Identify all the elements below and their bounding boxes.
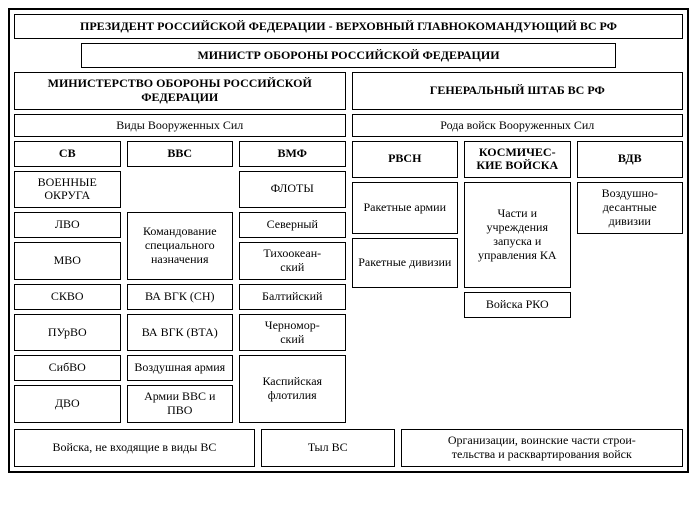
subheader-left: Виды Вооруженных Сил — [14, 114, 346, 137]
vvs-vgk-vta: ВА ВГК (ВТА) — [127, 314, 234, 352]
sv-purvo: ПУрВО — [14, 314, 121, 352]
rvsn-armii: Ракетные армии — [352, 182, 459, 233]
vmf-floty: ФЛОТЫ — [239, 171, 346, 209]
rvsn-div: Ракетные дивизии — [352, 238, 459, 288]
subheader-right: Рода войск Вооруженных Сил — [352, 114, 684, 137]
header-mod: МИНИСТЕРСТВО ОБОРОНЫ РОССИЙСКОЙ ФЕДЕРАЦИ… — [14, 72, 346, 110]
org-chart-frame: ПРЕЗИДЕНТ РОССИЙСКОЙ ФЕДЕРАЦИИ - ВЕРХОВН… — [8, 8, 689, 473]
vvs-ksn: Командование специального назначения — [127, 212, 234, 280]
left-block: СВ ВВС ВМФ ВОЕННЫЕ ОКРУГА ФЛОТЫ ЛВО Кома… — [14, 141, 346, 423]
col-head-vdv: ВДВ — [577, 141, 684, 179]
header-genstaff: ГЕНЕРАЛЬНЫЙ ШТАБ ВС РФ — [352, 72, 684, 110]
vvs-va: Воздушная армия — [127, 355, 234, 381]
sv-okruga: ВОЕННЫЕ ОКРУГА — [14, 171, 121, 209]
vvs-vgk-sn: ВА ВГК (СН) — [127, 284, 234, 310]
kv-rko: Войска РКО — [464, 292, 571, 318]
title-minister: МИНИСТР ОБОРОНЫ РОССИЙСКОЙ ФЕДЕРАЦИИ — [81, 43, 616, 68]
col-head-vvs: ВВС — [127, 141, 234, 167]
vmf-tih: Тихоокеан- ский — [239, 242, 346, 280]
sv-mvo: МВО — [14, 242, 121, 280]
sv-dvo: ДВО — [14, 385, 121, 423]
bottom-3: Организации, воинские части строи- тельс… — [401, 429, 683, 467]
sv-sibvo: СибВО — [14, 355, 121, 381]
col-head-rvsn: РВСН — [352, 141, 459, 179]
bottom-1: Войска, не входящие в виды ВС — [14, 429, 255, 467]
vdv-div: Воздушно- десантные дивизии — [577, 182, 684, 233]
vmf-chern: Черномор- ский — [239, 314, 346, 352]
col-head-vmf: ВМФ — [239, 141, 346, 167]
vmf-balt: Балтийский — [239, 284, 346, 310]
title-president: ПРЕЗИДЕНТ РОССИЙСКОЙ ФЕДЕРАЦИИ - ВЕРХОВН… — [14, 14, 683, 39]
kv-parts: Части и учреждения запуска и управления … — [464, 182, 571, 287]
right-block: РВСН КОСМИЧЕС- КИЕ ВОЙСКА ВДВ Ракетные а… — [352, 141, 684, 423]
sv-lvo: ЛВО — [14, 212, 121, 238]
sv-skvo: СКВО — [14, 284, 121, 310]
vvs-armii: Армии ВВС и ПВО — [127, 385, 234, 423]
vmf-kasp: Каспийская флотилия — [239, 355, 346, 423]
col-head-kv: КОСМИЧЕС- КИЕ ВОЙСКА — [464, 141, 571, 179]
vmf-sev: Северный — [239, 212, 346, 238]
col-head-sv: СВ — [14, 141, 121, 167]
bottom-row: Войска, не входящие в виды ВС Тыл ВС Орг… — [14, 429, 683, 467]
bottom-2: Тыл ВС — [261, 429, 395, 467]
